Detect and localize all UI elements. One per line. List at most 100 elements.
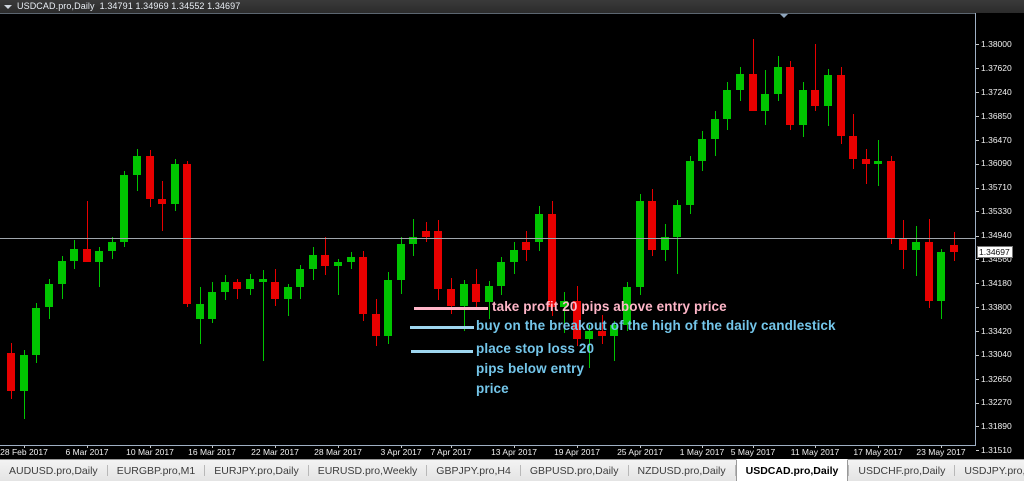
candle-body xyxy=(749,73,757,112)
candle-body xyxy=(849,136,857,159)
candle-body xyxy=(912,242,920,250)
tab-separator xyxy=(954,465,956,476)
price-tick: 1.38000 xyxy=(976,40,1012,49)
current-price-label: 1.34697 xyxy=(977,245,1013,258)
chart-tab-bar[interactable]: AUDUSD.pro,Daily EURGBP.pro,M1 EURJPY.pro,… xyxy=(0,459,1024,481)
candle-body xyxy=(786,67,794,125)
candle-wick xyxy=(99,246,100,288)
price-tick: 1.33420 xyxy=(976,326,1012,336)
chart-tab-eurusd[interactable]: EURUSD.pro,Weekly xyxy=(317,464,418,477)
price-axis[interactable]: 1.38000 1.37620 1.37240 1.36850 1.36470 1.360… xyxy=(976,13,1024,459)
candle-body xyxy=(133,156,141,175)
candle-body xyxy=(70,248,78,262)
candle-body xyxy=(874,161,882,164)
candle-body xyxy=(862,158,870,164)
candle-wick xyxy=(564,292,565,333)
tab-separator xyxy=(204,465,206,476)
price-tick: 1.33040 xyxy=(976,350,1012,359)
chart-tab-eurjpy[interactable]: EURJPY.pro,Daily xyxy=(214,464,299,477)
chart-tab-gbpjpy[interactable]: GBPJPY.pro,H4 xyxy=(436,464,511,477)
date-tick-label: 22 Mar 2017 xyxy=(251,447,299,457)
price-tick: 1.35710 xyxy=(976,183,1012,192)
candle-body xyxy=(409,237,417,244)
candle-wick xyxy=(589,325,590,368)
candle-body xyxy=(460,283,468,307)
chart-tab-usdjpy[interactable]: USDJPY.pro,Daily xyxy=(964,464,1024,477)
date-axis[interactable]: 28 Feb 2017 6 Mar 2017 10 Mar 2017 16 Mar 2… xyxy=(0,446,976,459)
candle-body xyxy=(83,248,91,263)
candle-body xyxy=(673,204,681,238)
date-tick-mark xyxy=(401,446,402,448)
price-tick: 1.36470 xyxy=(976,136,1012,145)
date-tick-mark xyxy=(87,446,88,448)
candle-body xyxy=(271,282,279,299)
candle-body xyxy=(196,303,204,319)
price-tick: 1.34180 xyxy=(976,279,1012,288)
candle-body xyxy=(485,286,493,303)
candle-body xyxy=(259,278,267,283)
candle-body xyxy=(824,74,832,107)
candle-body xyxy=(120,174,128,243)
candle-body xyxy=(208,292,216,319)
price-tick: 1.33800 xyxy=(976,303,1012,312)
candle-body xyxy=(359,257,367,314)
candle-body xyxy=(723,89,731,119)
chart-tab-usdcad[interactable]: USDCAD.pro,Daily xyxy=(735,459,849,481)
candle-body xyxy=(422,231,430,238)
candle-body xyxy=(347,257,355,263)
price-tick: 1.31510 xyxy=(976,446,1012,455)
candle-wick xyxy=(753,38,754,94)
candle-body xyxy=(95,251,103,263)
date-tick-mark xyxy=(815,446,816,448)
candle-body xyxy=(434,231,442,289)
candle-body xyxy=(623,287,631,326)
price-tick: 1.35330 xyxy=(976,207,1012,216)
candle-body xyxy=(146,156,154,199)
date-tick-label: 1 May 2017 xyxy=(679,447,725,457)
candle-wick xyxy=(263,269,264,362)
candle-body xyxy=(384,279,392,337)
chevron-down-icon[interactable] xyxy=(4,5,12,9)
candle-body xyxy=(447,288,455,307)
date-tick-mark xyxy=(338,446,339,448)
date-tick-mark xyxy=(212,446,213,448)
candle-body xyxy=(246,278,254,289)
candle-body xyxy=(598,331,606,337)
candle-body xyxy=(548,213,556,308)
date-tick-label: 16 Mar 2017 xyxy=(188,447,236,457)
candle-body xyxy=(334,262,342,267)
candle-body xyxy=(811,89,819,107)
candle-body xyxy=(610,325,618,337)
date-tick-label: 6 Mar 2017 xyxy=(65,447,109,457)
candle-body xyxy=(937,252,945,302)
chart-tab-audusd[interactable]: AUDUSD.pro,Daily xyxy=(9,464,98,477)
chart-title-bar: USDCAD.pro,Daily 1.34791 1.34969 1.34552… xyxy=(0,0,1024,14)
chart-tab-usdchf[interactable]: USDCHF.pro,Daily xyxy=(858,464,946,477)
date-tick-mark xyxy=(753,446,754,448)
tab-separator xyxy=(106,465,108,476)
date-tick-label: 5 May 2017 xyxy=(730,447,776,457)
candle-body xyxy=(560,301,568,308)
chart-tab-eurgbp[interactable]: EURGBP.pro,M1 xyxy=(116,464,196,477)
candle-wick xyxy=(162,181,163,232)
candle-body xyxy=(372,313,380,337)
current-price-line xyxy=(0,237,975,239)
date-tick-label: 25 Apr 2017 xyxy=(617,447,663,457)
candle-body xyxy=(171,163,179,204)
chart-tab-nzdusd[interactable]: NZDUSD.pro,Daily xyxy=(637,464,726,477)
date-tick-mark xyxy=(275,446,276,448)
candlestick-plot[interactable]: take profit 20 pips above entry price buy… xyxy=(0,13,975,445)
date-tick-label: 11 May 2017 xyxy=(790,447,840,457)
annotation-text: pips below entry xyxy=(476,361,585,376)
candle-body xyxy=(698,138,706,162)
candle-body xyxy=(321,254,329,267)
chart-tab-gbpusd[interactable]: GBPUSD.pro,Daily xyxy=(529,464,619,477)
candle-body xyxy=(472,283,480,303)
candle-body xyxy=(32,307,40,356)
candle-body xyxy=(522,242,530,250)
date-tick-mark xyxy=(941,446,942,448)
annotation-text: place stop loss 20 xyxy=(476,341,595,356)
chart-area[interactable]: take profit 20 pips above entry price buy… xyxy=(0,13,1024,459)
candle-body xyxy=(20,355,28,391)
annotation-line xyxy=(410,326,474,329)
